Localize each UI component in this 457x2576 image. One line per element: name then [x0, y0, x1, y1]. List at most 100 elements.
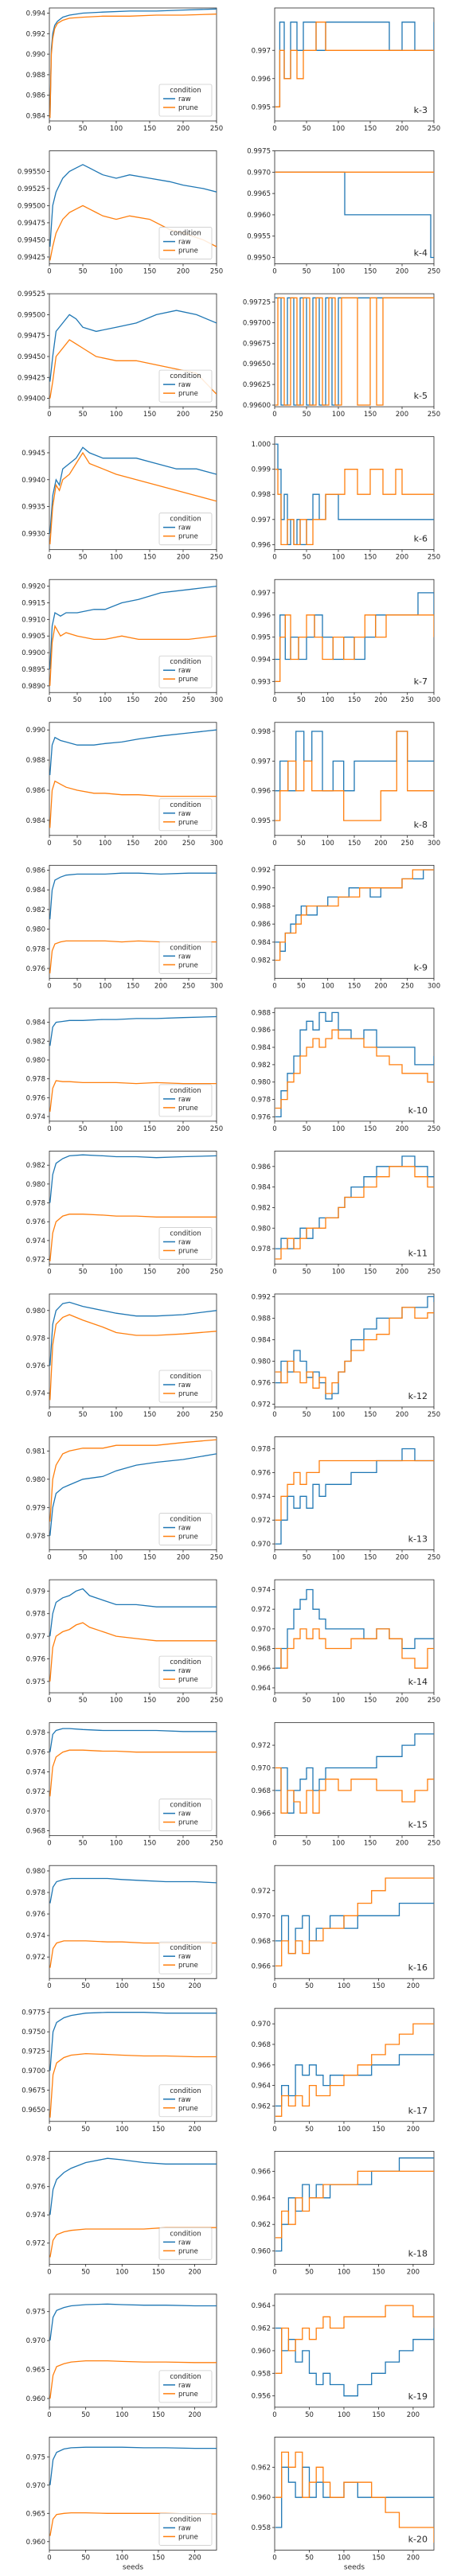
y-tick-label: 0.968: [252, 1787, 271, 1795]
panel-label: k-18: [408, 2248, 428, 2258]
chart-k-20-right: 0 50 100 150 200 0.958 0.960 0.962 k-20 seeds: [252, 2437, 435, 2571]
legend-label-raw: raw: [178, 1525, 191, 1533]
x-tick-label: 200: [407, 2126, 420, 2134]
y-tick-label: 0.978: [26, 945, 45, 953]
plot-frame: [49, 1865, 217, 1979]
y-tick-label: 0.965: [26, 2367, 45, 2375]
x-tick-label: 250: [401, 982, 414, 990]
y-tick-label: 0.99650: [243, 360, 271, 368]
x-tick-label: 200: [374, 840, 387, 848]
y-tick-label: 0.978: [26, 1611, 45, 1619]
legend-box: [158, 798, 213, 832]
y-tick-label: 0.99700: [243, 319, 271, 327]
x-tick-label: 100: [115, 2268, 128, 2276]
x-tick-label: 0: [272, 1125, 276, 1133]
x-tick-label: 0: [47, 411, 51, 419]
series-line-prune: [275, 2305, 434, 2374]
y-tick-label: 0.970: [26, 2482, 45, 2490]
panel-label: k-17: [408, 2106, 428, 2116]
legend-label-raw: raw: [178, 1667, 191, 1675]
plot-frame: [49, 293, 217, 407]
x-tick-label: 200: [396, 1411, 408, 1419]
x-tick-label: 250: [210, 1268, 223, 1276]
legend-label-prune: prune: [178, 2105, 198, 2113]
y-tick-label: 0.9775: [21, 2009, 45, 2017]
x-tick-label: 100: [110, 1697, 123, 1705]
legend-title: condition: [170, 1230, 201, 1237]
x-tick-label: 50: [79, 1411, 88, 1419]
y-tick-label: 0.962: [252, 2102, 271, 2110]
plot-frame: [274, 1436, 435, 1550]
x-tick-label: 50: [303, 554, 311, 562]
series-line-raw: [275, 1588, 434, 1669]
series-line-raw: [49, 8, 217, 119]
x-tick-label: 0: [272, 1268, 276, 1276]
y-tick-label: 0.99625: [243, 381, 271, 389]
y-tick-label: 0.975: [26, 2309, 45, 2317]
legend-label-raw: raw: [178, 810, 191, 818]
y-tick-label: 0.9915: [21, 599, 45, 607]
chart-k-4-left: 0 50 100 150 200 250 0.99425 0.99450 0.99475 0.99…: [18, 150, 223, 276]
x-tick-label: 200: [177, 1697, 189, 1705]
legend-title: condition: [170, 1373, 201, 1381]
y-tick-label: 0.986: [252, 1027, 271, 1035]
x-tick-label: 50: [81, 2554, 90, 2562]
y-tick-label: 0.972: [252, 1517, 271, 1525]
y-tick-label: 0.982: [26, 1162, 45, 1170]
x-tick-label: 0: [272, 2554, 276, 2562]
x-tick-label: 200: [396, 1268, 408, 1276]
x-tick-label: 50: [305, 1982, 314, 1990]
chart-k-11-left: 0 50 100 150 200 250 0.972 0.974 0.976 0.978 0.980…: [26, 1151, 223, 1276]
series-line-prune: [49, 1214, 217, 1261]
chart-k-16-right: 0 50 100 150 200 0.966 0.968 0.970 0.972 k-16: [252, 1865, 435, 1990]
series-line-prune: [275, 2170, 434, 2239]
x-tick-label: 50: [303, 1554, 311, 1562]
y-tick-label: 0.960: [252, 2248, 271, 2256]
plot-frame: [49, 2150, 217, 2265]
series-line-raw: [49, 1453, 217, 1536]
legend-label-raw: raw: [178, 953, 191, 961]
y-tick-label: 0.982: [252, 1204, 271, 1212]
x-tick-label: 200: [407, 2268, 420, 2276]
plot-frame: [49, 2293, 217, 2408]
x-tick-label: 150: [143, 1554, 156, 1562]
y-tick-label: 0.997: [252, 516, 271, 524]
legend-title: condition: [170, 1944, 201, 1952]
x-tick-label: 150: [364, 1840, 377, 1848]
x-tick-label: 150: [127, 982, 139, 990]
x-tick-label: 100: [110, 1554, 123, 1562]
series-line-prune: [275, 1877, 434, 1967]
x-tick-label: 150: [127, 840, 139, 848]
x-tick-label: 200: [396, 268, 408, 276]
legend-box: [158, 2084, 213, 2118]
series-line-prune: [275, 614, 434, 682]
series-line-raw: [275, 2157, 434, 2252]
plot-frame: [274, 436, 435, 551]
chart-k-5-left: 0 50 100 150 200 250 0.99400 0.99425 0.99450 0.99…: [18, 290, 223, 419]
x-tick-label: 0: [272, 840, 276, 848]
legend-title: condition: [170, 230, 201, 238]
x-tick-label: 0: [47, 1554, 51, 1562]
y-tick-label: 0.968: [252, 2041, 271, 2049]
x-tick-label: 50: [297, 840, 306, 848]
series-line-prune: [275, 2023, 434, 2117]
y-tick-label: 0.976: [26, 1656, 45, 1664]
panel-label: k-16: [408, 1962, 428, 1973]
x-tick-label: 150: [143, 1840, 156, 1848]
y-tick-label: 0.9965: [247, 190, 271, 198]
y-tick-label: 0.972: [252, 1742, 271, 1750]
y-tick-label: 0.970: [252, 1764, 271, 1772]
x-tick-label: 100: [99, 696, 111, 704]
x-tick-label: 150: [143, 1411, 156, 1419]
plot-frame: [49, 1436, 217, 1550]
y-tick-label: 0.9750: [21, 2028, 45, 2036]
y-tick-label: 0.958: [252, 2524, 271, 2532]
x-tick-label: 50: [81, 1982, 90, 1990]
x-tick-label: 150: [372, 1982, 385, 1990]
y-tick-label: 0.974: [26, 1932, 45, 1940]
series-line-prune: [275, 731, 434, 821]
x-tick-label: 200: [177, 268, 189, 276]
legend-label-prune: prune: [178, 2391, 198, 2399]
x-tick-label: 100: [332, 411, 345, 419]
series-line-prune: [275, 1029, 434, 1109]
